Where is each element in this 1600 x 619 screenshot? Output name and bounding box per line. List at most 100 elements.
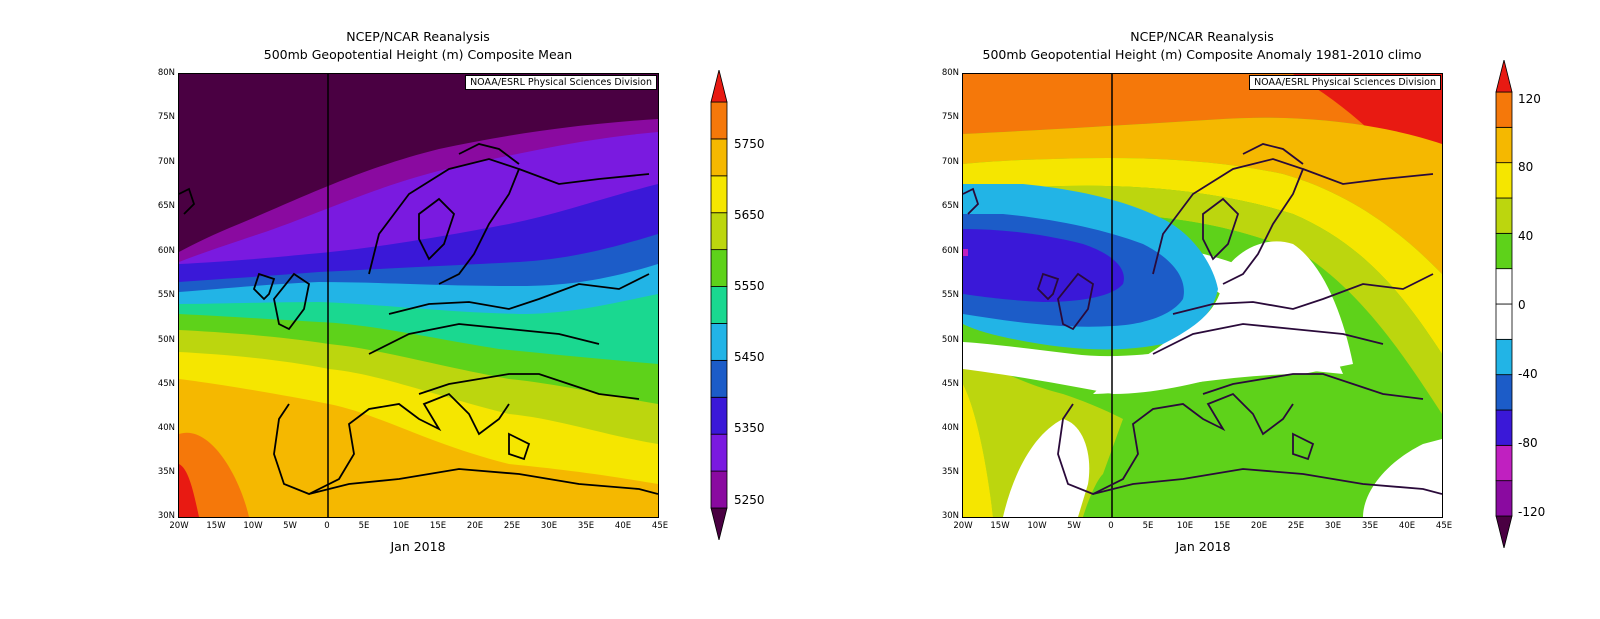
right-date-label: Jan 2018 (1175, 539, 1231, 554)
lon-label: 0 (1108, 521, 1114, 531)
colorbar-swatch (710, 286, 728, 324)
colorbar-label: 120 (1518, 92, 1541, 106)
colorbar-swatch (1495, 268, 1513, 305)
colorbar-label: 5350 (734, 421, 765, 435)
colorbar-swatch (710, 470, 728, 509)
lat-label: 40N (941, 423, 959, 433)
lon-label: 10W (1027, 521, 1047, 531)
lat-label: 35N (157, 467, 175, 477)
right-colorbar (1495, 60, 1513, 548)
colorbar-swatch (710, 396, 728, 435)
lat-label: 70N (941, 157, 959, 167)
lat-label: 30N (941, 511, 959, 521)
lon-label: 35E (577, 521, 595, 531)
lon-label: 5W (1067, 521, 1081, 531)
colorbar-label: -40 (1518, 367, 1538, 381)
lon-label: 5E (358, 521, 370, 531)
right-title-line1: NCEP/NCAR Reanalysis (1130, 29, 1274, 44)
lon-label: 15W (990, 521, 1010, 531)
lat-label: 75N (941, 112, 959, 122)
lat-label: 45N (157, 379, 175, 389)
lat-label: 65N (157, 201, 175, 211)
left-contour-plot (179, 74, 658, 517)
colorbar-label: 40 (1518, 229, 1534, 243)
lon-label: 20W (169, 521, 189, 531)
lat-label: 80N (157, 68, 175, 78)
colorbar-swatch (1495, 303, 1513, 340)
lat-label: 60N (157, 246, 175, 256)
colorbar-swatch (710, 249, 728, 287)
left-colorbar (710, 70, 728, 540)
colorbar-swatch (710, 359, 728, 398)
left-credit-label: NOAA/ESRL Physical Sciences Division (465, 75, 657, 90)
colorbar-label: 5450 (734, 350, 765, 364)
colorbar-swatch (1495, 480, 1513, 517)
colorbar-swatch (1495, 444, 1513, 482)
lat-label: 60N (941, 246, 959, 256)
lat-label: 50N (157, 335, 175, 345)
left-map: NOAA/ESRL Physical Sciences Division (178, 73, 659, 518)
lat-label: 65N (941, 201, 959, 211)
left-title-line2: 500mb Geopotential Height (m) Composite … (263, 47, 573, 62)
colorbar-label: 5650 (734, 208, 765, 222)
left-date-label: Jan 2018 (390, 539, 446, 554)
lat-label: 75N (157, 112, 175, 122)
colorbar-end-top (1495, 60, 1513, 93)
colorbar-swatch (1495, 197, 1513, 234)
colorbar-label: 5550 (734, 279, 765, 293)
lat-label: 80N (941, 68, 959, 78)
colorbar-label: -80 (1518, 436, 1538, 450)
lat-label: 30N (157, 511, 175, 521)
colorbar-swatch (1495, 232, 1513, 270)
colorbar-swatch (710, 212, 728, 251)
left-title-line1: NCEP/NCAR Reanalysis (346, 29, 490, 44)
colorbar-label: 0 (1518, 298, 1526, 312)
colorbar-swatch (710, 175, 728, 214)
colorbar-swatch (1495, 374, 1513, 411)
colorbar-end-top (710, 70, 728, 103)
lat-label: 40N (157, 423, 175, 433)
lon-label: 15E (1213, 521, 1231, 531)
lon-label: 10E (392, 521, 410, 531)
colorbar-label: 5750 (734, 137, 765, 151)
colorbar-end-bottom (710, 507, 728, 540)
colorbar-swatch (710, 138, 728, 177)
lat-label: 55N (941, 290, 959, 300)
lon-label: 5E (1142, 521, 1154, 531)
lon-label: 30E (540, 521, 558, 531)
colorbar-label: 5250 (734, 493, 765, 507)
colorbar-swatch (710, 323, 728, 361)
lon-label: 5W (283, 521, 297, 531)
lat-label: 50N (941, 335, 959, 345)
lon-label: 25E (1287, 521, 1305, 531)
lon-label: 30E (1324, 521, 1342, 531)
colorbar-swatch (1495, 409, 1513, 446)
colorbar-label: -120 (1518, 505, 1546, 519)
lon-label: 35E (1361, 521, 1379, 531)
lon-label: 10E (1176, 521, 1194, 531)
lon-label: 20E (466, 521, 484, 531)
lat-label: 70N (157, 157, 175, 167)
lon-label: 40E (1398, 521, 1416, 531)
colorbar-label: 80 (1518, 160, 1534, 174)
colorbar-swatch (1495, 91, 1513, 128)
lon-label: 45E (1435, 521, 1453, 531)
right-coastlines (963, 143, 1442, 495)
lon-label: 40E (614, 521, 632, 531)
lat-label: 45N (941, 379, 959, 389)
colorbar-end-bottom (1495, 515, 1513, 548)
lon-label: 20W (953, 521, 973, 531)
right-credit-label: NOAA/ESRL Physical Sciences Division (1249, 75, 1441, 90)
lon-label: 10W (243, 521, 263, 531)
lat-label: 35N (941, 467, 959, 477)
colorbar-swatch (1495, 162, 1513, 199)
colorbar-swatch (710, 101, 728, 140)
lon-label: 25E (503, 521, 521, 531)
colorbar-swatch (1495, 126, 1513, 164)
right-title-line2: 500mb Geopotential Height (m) Composite … (982, 47, 1422, 62)
left-panel: NCEP/NCAR Reanalysis 500mb Geopotential … (157, 29, 765, 554)
lon-label: 0 (324, 521, 330, 531)
right-map: NOAA/ESRL Physical Sciences Division (962, 73, 1443, 518)
colorbar-swatch (710, 433, 728, 472)
lon-label: 45E (651, 521, 669, 531)
